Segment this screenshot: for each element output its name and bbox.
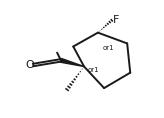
Text: or1: or1 (102, 45, 114, 51)
Text: or1: or1 (87, 67, 99, 73)
Text: O: O (25, 60, 34, 70)
Polygon shape (61, 59, 84, 67)
Text: F: F (113, 15, 119, 25)
